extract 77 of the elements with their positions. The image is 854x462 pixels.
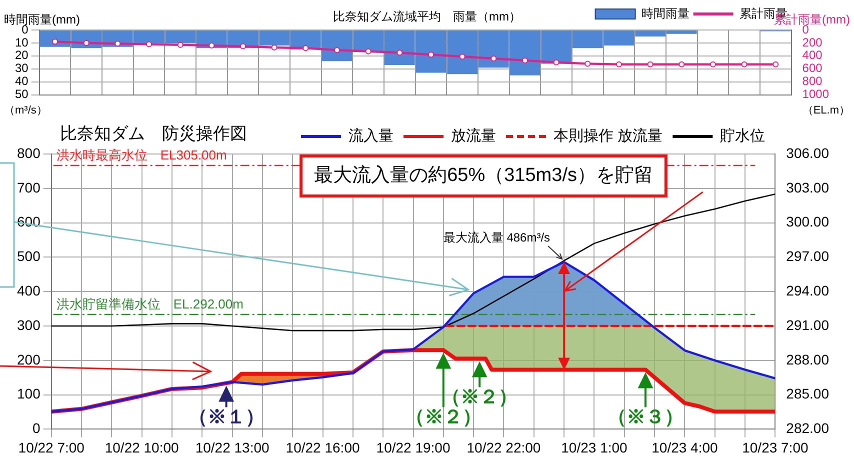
annotation: 最大流入量 486m³/s <box>443 230 550 244</box>
point <box>271 44 278 50</box>
point <box>208 42 215 49</box>
chart-title: 比奈知ダム流域平均 雨量（mm） <box>333 9 521 24</box>
point <box>114 40 121 47</box>
point <box>772 61 779 68</box>
y2-tick-label: 297.00 <box>786 248 830 264</box>
point <box>584 60 591 67</box>
y-tick-label: 500 <box>17 248 41 264</box>
point <box>616 61 622 68</box>
y2-tick-label: 306.00 <box>786 144 830 161</box>
x-tick-label: 10/23 7:00 <box>742 439 808 456</box>
x-tick-label: 10/22 7:00 <box>18 439 85 456</box>
point <box>334 47 340 54</box>
y2-tick-label: 600 <box>802 61 823 76</box>
point <box>240 43 246 50</box>
x-tick-label: 10/22 10:00 <box>104 439 180 456</box>
annotation: （※３） <box>607 406 684 428</box>
y-tick-label: 40 <box>14 74 29 88</box>
y2-tick-label: 288.00 <box>786 351 830 368</box>
ref-line-label: 洪水貯留準備水位 EL.292.00m <box>56 296 244 312</box>
point <box>522 57 528 64</box>
point <box>83 40 90 46</box>
y-axis-title: （m³/s） <box>4 104 48 117</box>
point <box>678 61 685 68</box>
annotation: 最大流入量の約65%（315m3/s）を貯留 <box>314 164 653 186</box>
annotation: （※２） <box>442 386 518 408</box>
y-tick-label: 200 <box>17 351 41 368</box>
point <box>647 61 654 68</box>
y2-tick-label: 291.00 <box>786 316 830 333</box>
legend-label: 貯水位 <box>720 128 766 145</box>
point <box>710 61 716 68</box>
x-tick-label: 10/22 19:00 <box>376 439 450 456</box>
y-tick-label: 100 <box>17 386 41 402</box>
y2-tick-label: 294.00 <box>786 282 830 298</box>
point <box>396 50 403 56</box>
point <box>302 45 309 52</box>
y2-tick-label: 800 <box>802 74 823 88</box>
point <box>52 38 58 45</box>
x-tick-label: 10/22 13:00 <box>195 439 270 456</box>
y-tick-label: 10 <box>14 35 29 50</box>
y2-tick-label: 285.00 <box>786 386 830 402</box>
y-tick-label: 700 <box>17 179 41 196</box>
y-tick-label: 50 <box>14 87 29 102</box>
legend-label: 時間雨量 <box>641 6 690 20</box>
y2-tick-label: 200 <box>802 35 823 50</box>
y-tick-label: 30 <box>14 61 29 76</box>
y2-tick-label: 282.00 <box>786 420 830 436</box>
y2-tick-label: 303.00 <box>786 179 830 196</box>
y2-axis-title: （EL.m） <box>802 104 850 117</box>
y-tick-label: 800 <box>17 144 41 161</box>
x-tick-label: 10/23 1:00 <box>561 439 628 456</box>
point <box>459 54 466 60</box>
point <box>490 56 497 62</box>
y-tick-label: 400 <box>17 282 41 298</box>
ref-line-label: 洪水時最高水位 EL305.00m <box>56 148 227 163</box>
legend-label: 放流量 <box>451 128 496 145</box>
point <box>741 61 748 68</box>
y-tick-label: 20 <box>14 48 29 62</box>
point <box>553 59 560 66</box>
y2-tick-label: 300.00 <box>786 214 830 230</box>
point <box>177 42 184 48</box>
chart-title: 比奈知ダム 防災操作図 <box>60 124 247 144</box>
legend-label: 本則操作 放流量 <box>554 128 663 145</box>
point <box>365 48 372 54</box>
y2-tick-label: 1000 <box>802 87 830 102</box>
legend-label: 流入量 <box>348 128 394 145</box>
y-tick-label: 300 <box>17 316 41 333</box>
point <box>428 52 434 58</box>
y2-tick-label: 400 <box>802 48 823 62</box>
x-tick-label: 10/22 22:00 <box>466 439 541 456</box>
point <box>146 41 152 48</box>
y-tick-label: 0 <box>32 420 41 436</box>
annotation: （※２） <box>405 406 482 428</box>
x-tick-label: 10/22 16:00 <box>286 439 360 456</box>
annotation: （※１） <box>188 406 264 428</box>
x-tick-label: 10/23 4:00 <box>652 439 718 456</box>
